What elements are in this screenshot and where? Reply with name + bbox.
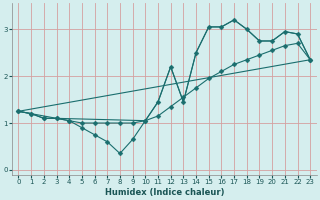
X-axis label: Humidex (Indice chaleur): Humidex (Indice chaleur)	[105, 188, 224, 197]
